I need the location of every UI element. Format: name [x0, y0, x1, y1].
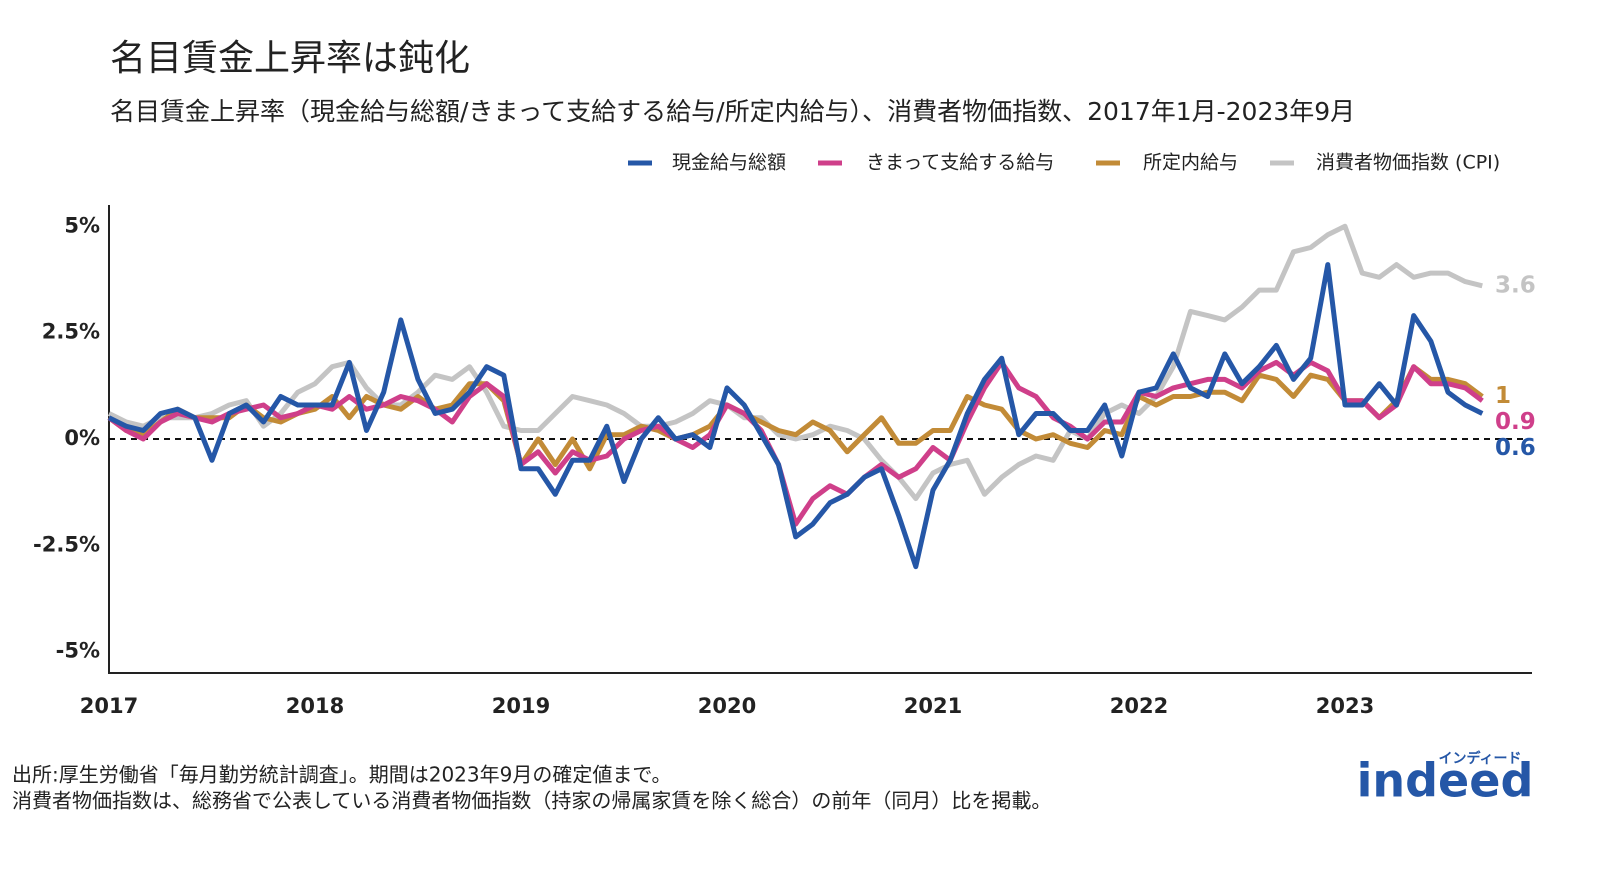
x-tick-label: 2019: [492, 694, 550, 718]
legend-label: 所定内給与: [1143, 152, 1238, 174]
series-line: [107, 262, 1484, 570]
end-label: 1: [1495, 383, 1511, 409]
legend-label: きまって支給する給与: [866, 152, 1054, 174]
y-tick-label: 2.5%: [42, 320, 100, 344]
logo: indeed: [1357, 754, 1534, 808]
x-tick-label: 2022: [1110, 694, 1168, 718]
footnote: 出所:厚生労働省「毎月勤労統計調査」。期間は2023年9月の確定値まで。: [12, 763, 672, 787]
chart-title: 名目賃金上昇率は鈍化: [110, 38, 470, 79]
y-tick-label: 0%: [64, 426, 100, 450]
series-line: [107, 359, 1484, 527]
x-tick-label: 2021: [904, 694, 962, 718]
end-label: 0.9: [1495, 409, 1536, 435]
y-tick-label: -2.5%: [33, 532, 100, 556]
x-tick-label: 2018: [286, 694, 344, 718]
footnote: 消費者物価指数は、総務省で公表している消費者物価指数（持家の帰属家賃を除く総合）…: [12, 789, 1051, 813]
end-label: 3.6: [1495, 272, 1536, 298]
y-tick-label: 5%: [64, 213, 100, 237]
legend-label: 現金給与総額: [672, 152, 786, 174]
x-tick-label: 2017: [80, 694, 138, 718]
legend-label: 消費者物価指数 (CPI): [1316, 152, 1500, 174]
series-line: [107, 223, 1483, 502]
end-label: 0.6: [1495, 435, 1536, 461]
x-tick-label: 2023: [1316, 694, 1374, 718]
logo-subtext: インディード: [1438, 750, 1521, 767]
y-tick-label: -5%: [56, 639, 100, 663]
x-tick-label: 2020: [698, 694, 756, 718]
chart-subtitle: 名目賃金上昇率（現金給与総額/きまって支給する給与/所定内給与）、消費者物価指数…: [110, 97, 1355, 126]
